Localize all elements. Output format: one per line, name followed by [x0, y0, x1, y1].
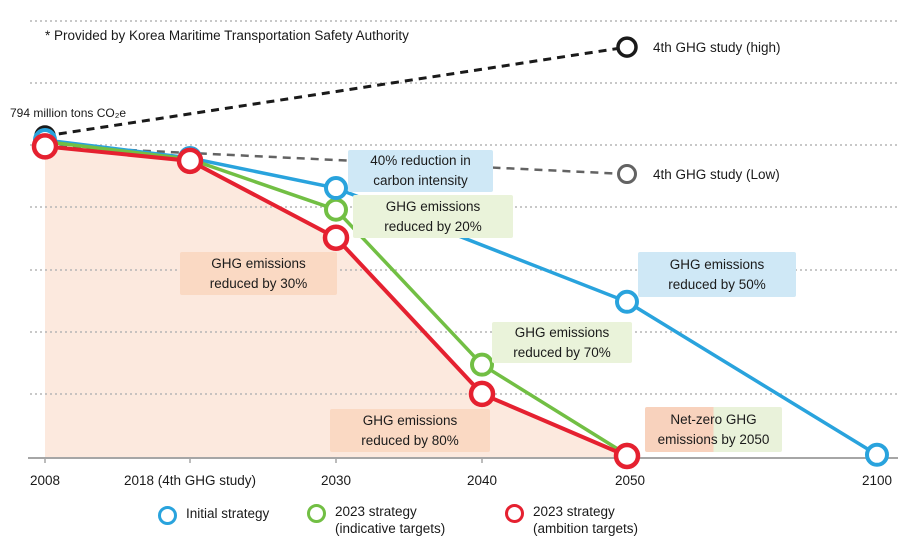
label-4th-ghg-study-low: 4th GHG study (Low) [653, 167, 780, 182]
legend-item-initial-strategy: Initial strategy [158, 505, 269, 525]
marker-indicative-2030 [324, 197, 348, 222]
label-4th-ghg-study-high: 4th GHG study (high) [653, 40, 781, 55]
legend-marker-2023-ambition-icon [505, 504, 524, 523]
legend-label-2023-indicative: 2023 strategy (indicative targets) [335, 504, 446, 536]
marker-high-2050 [616, 36, 638, 58]
x-axis-label-2008: 2008 [29, 473, 61, 488]
x-axis-label-2018: 2018 (4th GHG study) [123, 473, 257, 488]
marker-initial-2050 [615, 289, 639, 314]
marker-initial-2030 [324, 176, 348, 201]
legend-marker-2023-indicative-icon [307, 504, 326, 523]
legend-item-2023-ambition: 2023 strategy (ambition targets) [505, 503, 638, 537]
marker-ambition-2008 [31, 133, 59, 160]
baseline-value-label: 794 million tons CO₂e [10, 106, 127, 120]
source-note: * Provided by Korea Maritime Transportat… [45, 28, 409, 43]
marker-ambition-2018 [176, 147, 204, 175]
note-net-zero-2050: Net-zero GHG emissions by 2050 [645, 407, 782, 452]
marker-ambition-2050 [613, 442, 641, 470]
note-ghg-reduced-70pct: GHG emissions reduced by 70% [492, 322, 632, 363]
series-line-high [44, 45, 628, 138]
marker-ambition-2030 [322, 224, 350, 251]
note-ghg-reduced-30pct: GHG emissions reduced by 30% [180, 252, 337, 295]
marker-indicative-2040 [470, 352, 494, 377]
x-axis-label-2030: 2030 [320, 473, 352, 488]
legend-marker-initial-strategy-icon [158, 506, 177, 525]
x-axis-label-2100: 2100 [861, 473, 893, 488]
note-40pct-carbon-intensity: 40% reduction in carbon intensity [348, 150, 493, 192]
marker-initial-2100 [865, 442, 889, 467]
x-axis-label-2050: 2050 [614, 473, 646, 488]
legend-label-2023-ambition: 2023 strategy (ambition targets) [533, 504, 639, 536]
marker-ambition-2040 [468, 380, 496, 408]
marker-low-2050 [617, 164, 637, 185]
ambition-shaded-area [45, 146, 627, 458]
note-ghg-reduced-80pct: GHG emissions reduced by 80% [330, 409, 490, 452]
note-ghg-reduced-20pct: GHG emissions reduced by 20% [353, 195, 513, 238]
legend-item-2023-indicative: 2023 strategy (indicative targets) [307, 503, 445, 537]
note-ghg-reduced-50pct: GHG emissions reduced by 50% [638, 252, 796, 297]
x-axis-label-2040: 2040 [466, 473, 498, 488]
legend-label-initial-strategy: Initial strategy [186, 506, 270, 521]
